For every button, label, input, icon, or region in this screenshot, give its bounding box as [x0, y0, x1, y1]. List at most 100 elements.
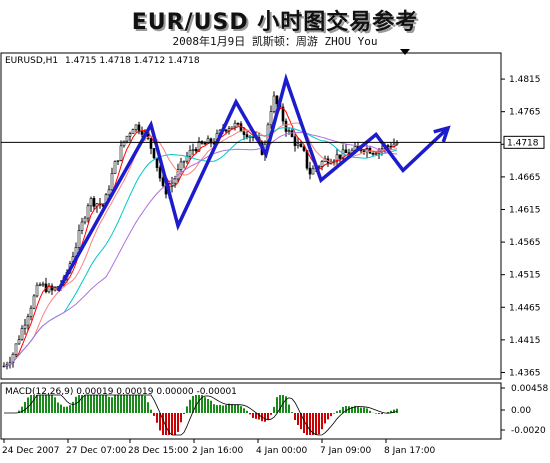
symbol-name: EURUSD,H1: [5, 56, 58, 66]
candle-body: [371, 152, 375, 155]
candle-body: [137, 124, 141, 132]
x-tick-label: 8 Jan 17:00: [384, 446, 436, 456]
candle-body: [224, 129, 228, 132]
candle-body: [239, 123, 243, 133]
chart-canvas: 1.48151.47651.47151.46651.46151.45651.45…: [0, 49, 548, 456]
x-tick-label: 4 Jan 00:00: [256, 446, 308, 456]
candle-body: [119, 145, 123, 161]
candle-body: [362, 150, 366, 153]
candle-body: [116, 160, 120, 162]
candle-body: [338, 154, 342, 159]
candle-body: [173, 178, 177, 184]
candle-body: [149, 138, 153, 149]
candle-body: [134, 124, 138, 130]
candle-body: [272, 95, 276, 112]
candle-body: [50, 285, 54, 291]
candle-body: [191, 149, 195, 151]
ohlc-values: 1.4715 1.4718 1.4712 1.4718: [65, 56, 200, 66]
moving-average-line: [3, 131, 398, 367]
y-tick-label: 1.4815: [509, 75, 541, 85]
candle-body: [38, 284, 42, 286]
price-panel: [0, 52, 502, 380]
current-price-label: 1.4718: [507, 138, 539, 148]
candle-body: [197, 141, 201, 152]
candle-body: [152, 148, 156, 159]
candle-body: [302, 146, 306, 151]
candle-body: [86, 205, 90, 219]
y-tick-label: 1.4415: [509, 336, 541, 346]
candle-body: [281, 106, 285, 122]
candle-body: [290, 130, 294, 138]
candle-body: [35, 284, 39, 297]
candle-body: [275, 95, 279, 105]
candle-body: [128, 133, 132, 137]
candle-body: [140, 131, 144, 135]
projection-arrowhead-icon: [433, 125, 451, 143]
candle-body: [158, 167, 162, 179]
macd-signal-line: [4, 394, 398, 436]
macd-y-tick-label: 0.00458: [511, 384, 548, 394]
current-price-box: [503, 135, 545, 149]
candle-body: [161, 177, 165, 186]
candle-body: [395, 142, 399, 145]
candle-body: [89, 198, 93, 207]
macd-y-tick-label: 0.00: [511, 406, 531, 416]
candle-body: [155, 157, 159, 168]
candle-body: [233, 122, 237, 128]
candle-body: [287, 130, 291, 132]
moving-average-line: [3, 127, 398, 367]
macd-label: MACD(12,26,9) 0.00019 0.00019 0.00000 -0…: [5, 387, 237, 397]
candle-body: [296, 143, 300, 146]
candle-body: [380, 148, 384, 151]
candle-body: [209, 138, 213, 144]
candle-body: [308, 167, 312, 175]
candle-body: [386, 145, 390, 147]
projection-zigzag-line: [56, 73, 450, 292]
shift-marker-icon: [400, 49, 410, 55]
x-tick-label: 7 Jan 09:00: [320, 446, 372, 456]
x-tick-label: 28 Dec 15:00: [128, 446, 189, 456]
y-tick-label: 1.4365: [509, 368, 541, 378]
candle-body: [80, 221, 84, 231]
candle-body: [29, 307, 33, 317]
candle-body: [110, 173, 114, 191]
candle-body: [236, 122, 240, 125]
chart-title: EUR/USD 小时图交易参考: [131, 10, 419, 35]
candle-body: [125, 135, 129, 142]
candle-body: [83, 217, 87, 223]
candle-body: [53, 286, 57, 291]
candle-body: [17, 339, 21, 345]
candle-body: [194, 149, 198, 152]
candle-body: [41, 283, 45, 286]
y-tick-label: 1.4765: [509, 108, 541, 118]
y-tick-label: 1.4465: [509, 303, 541, 313]
candle-body: [23, 324, 27, 329]
candle-body: [122, 140, 126, 147]
candle-body: [14, 343, 18, 355]
candle-body: [131, 129, 135, 135]
candle-body: [230, 126, 234, 129]
macd-y-tick-label: -0.0020: [511, 426, 546, 436]
candle-body: [203, 143, 207, 145]
candle-body: [374, 153, 378, 155]
y-tick-label: 1.4565: [509, 238, 541, 248]
candle-body: [188, 150, 192, 157]
x-tick-label: 2 Jan 16:00: [192, 446, 244, 456]
candle-body: [284, 120, 288, 132]
chart-subtitle: 2008年1月9日 凯斯顿：周游 ZHOU You: [172, 35, 378, 48]
candle-body: [92, 198, 96, 207]
candle-body: [26, 316, 30, 326]
y-tick-label: 1.4665: [509, 173, 541, 183]
y-tick-label: 1.4515: [509, 271, 541, 281]
candle-body: [179, 161, 183, 170]
candle-body: [32, 295, 36, 309]
candle-body: [113, 161, 117, 174]
candle-body: [20, 328, 24, 340]
symbol-label: EURUSD,H1 1.4715 1.4718 1.4712 1.4718: [5, 56, 200, 66]
x-tick-label: 24 Dec 2007: [2, 446, 60, 456]
x-tick-label: 27 Dec 07:00: [66, 446, 127, 456]
candle-body: [293, 136, 297, 146]
candle-body: [182, 160, 186, 163]
candle-body: [242, 131, 246, 135]
candle-body: [311, 168, 315, 175]
